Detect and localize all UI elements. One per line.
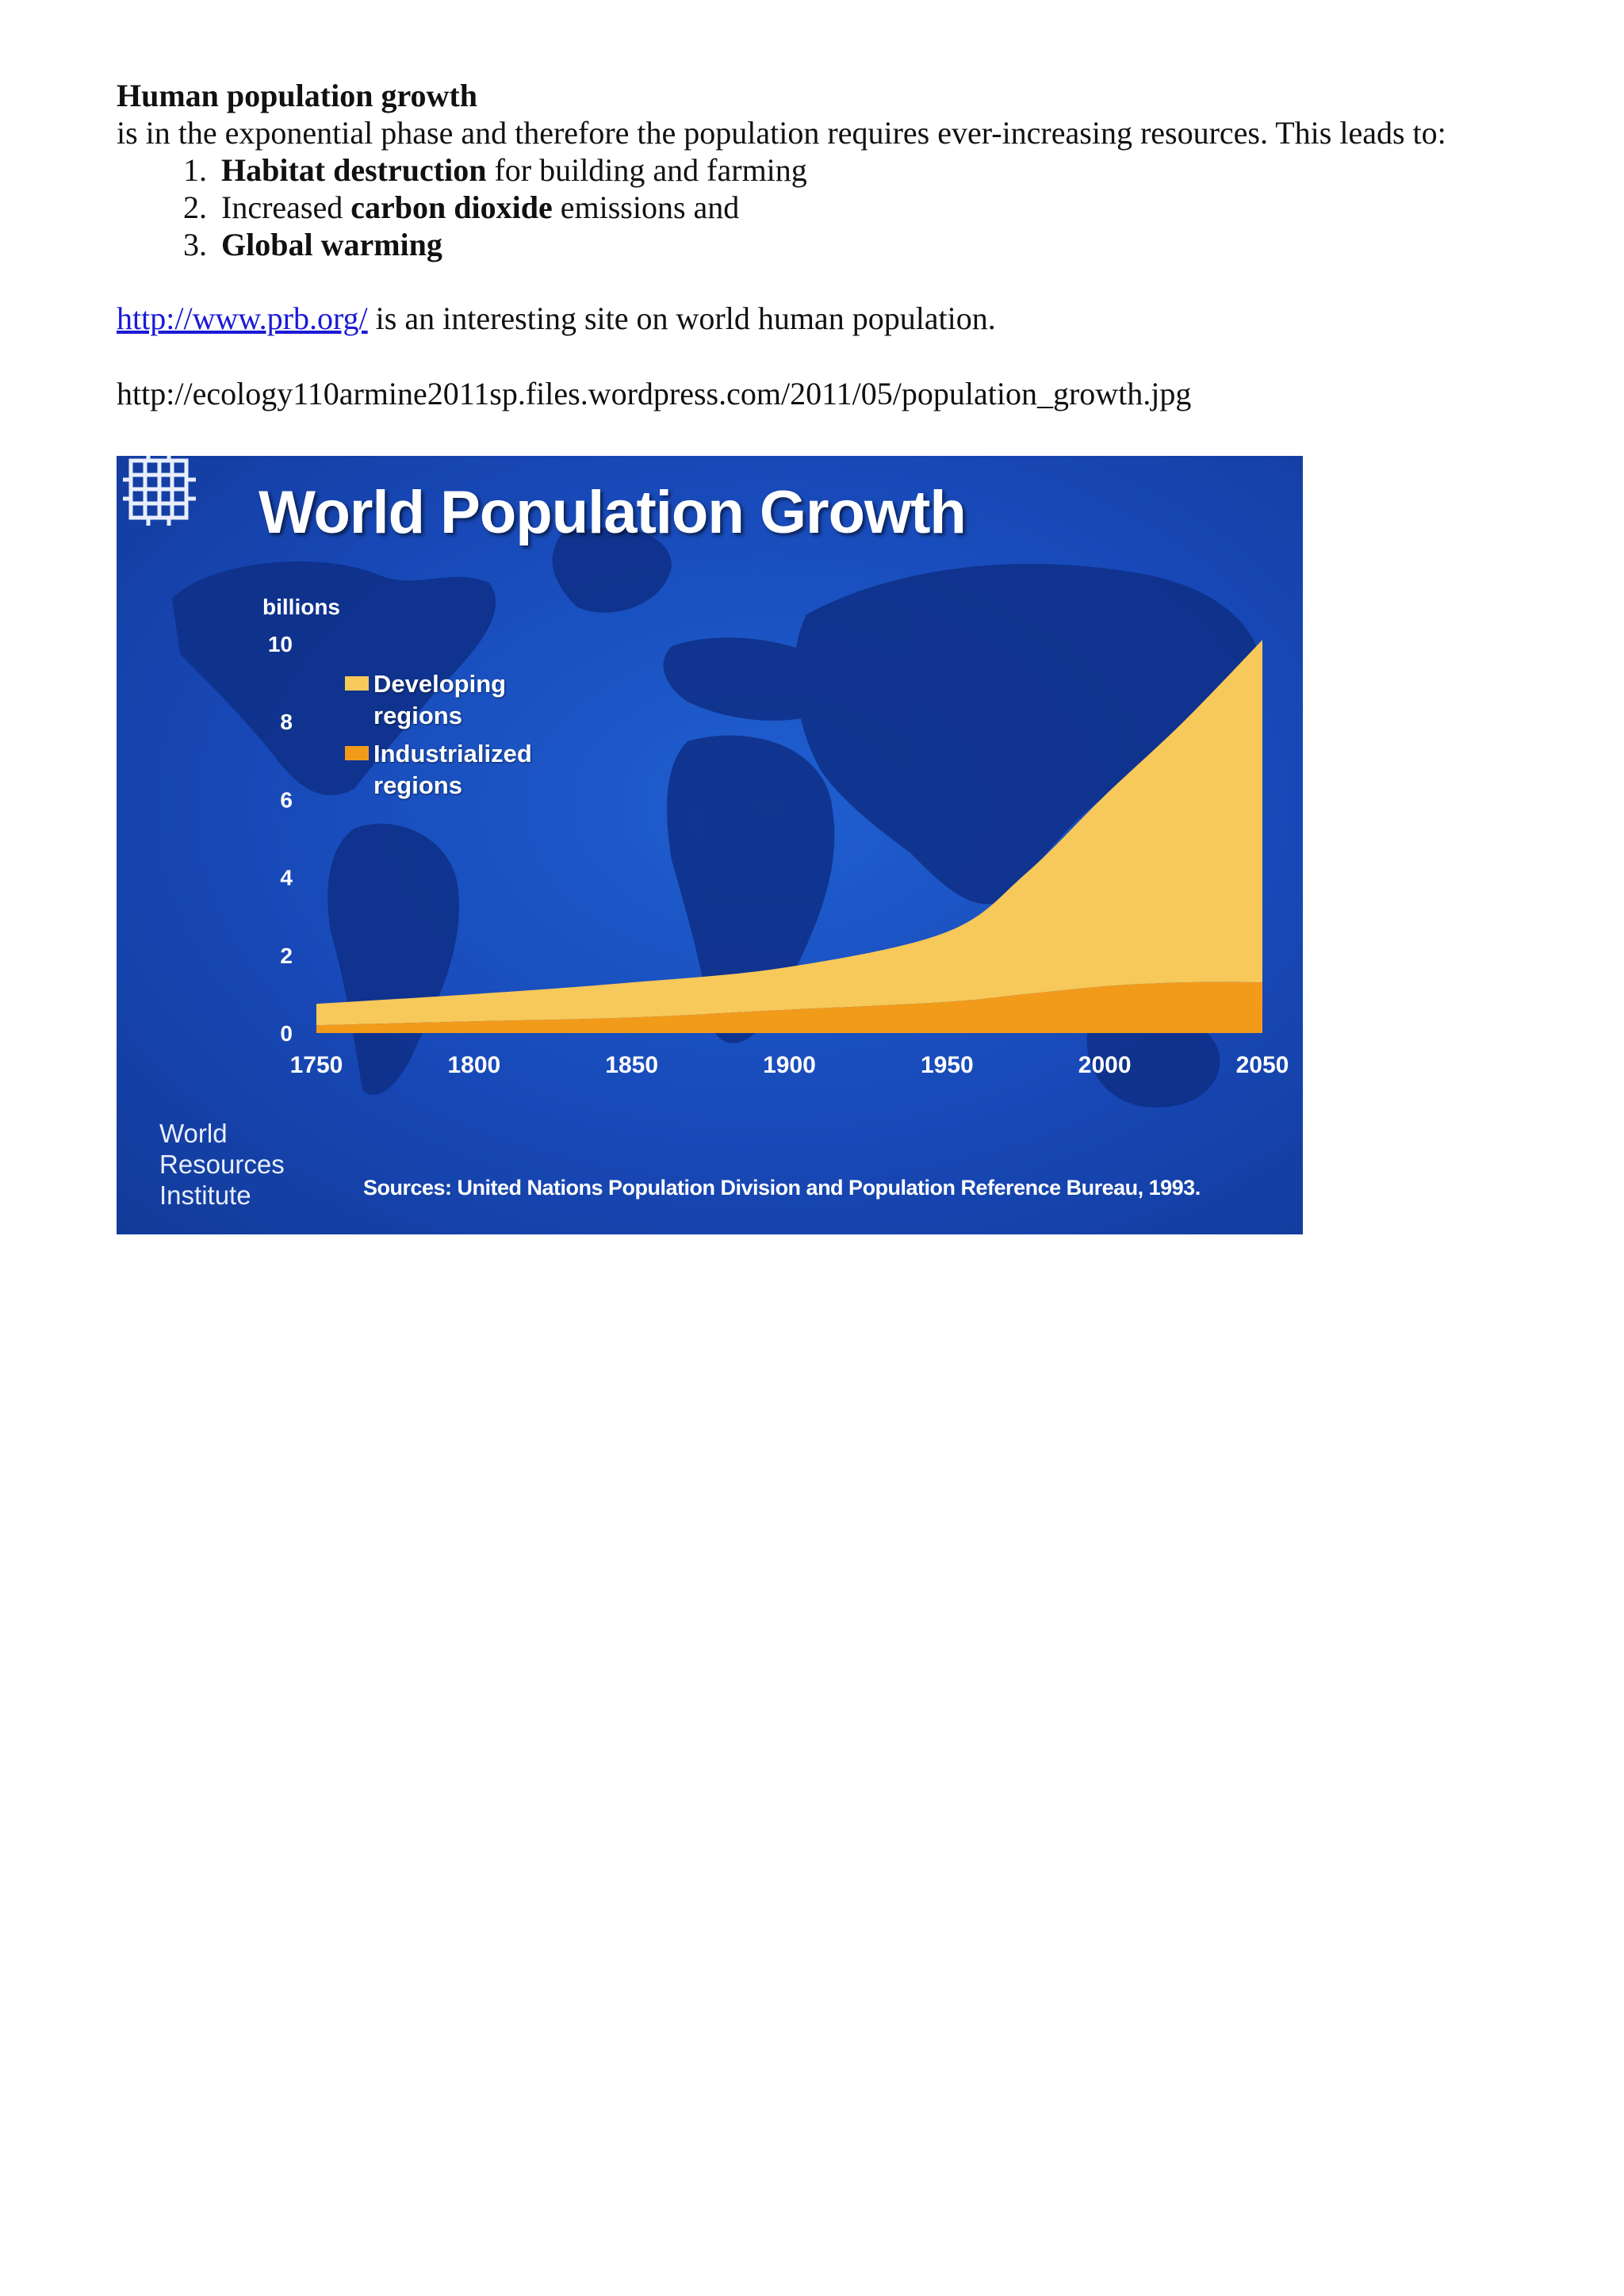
y-tick-label: 4 (280, 866, 293, 890)
population-chart-figure: billions 0 2 4 6 8 10 1750 1800 1850 1900 1950 2000 2… (117, 456, 1303, 1234)
chart-legend: Developing regions Industrialized region… (345, 668, 564, 802)
x-tick-label: 1850 (605, 1052, 658, 1078)
intro-paragraph: is in the exponential phase and therefor… (117, 115, 1446, 151)
consequences-list: Habitat destruction for building and far… (117, 151, 1544, 263)
list-item-bold: Global warming (221, 227, 442, 262)
wri-organization-name: World Resources Institute (159, 1118, 285, 1211)
y-tick-label: 2 (280, 943, 293, 968)
area-series-developing-regions (316, 640, 1262, 1026)
y-tick-label: 8 (280, 710, 293, 734)
y-tick-label: 10 (268, 632, 293, 656)
document-body: Human population growth is in the expone… (117, 78, 1544, 412)
prb-link-description: is an interesting site on world human po… (367, 300, 996, 336)
list-item: Increased carbon dioxide emissions and (215, 189, 1544, 226)
wri-name-line: Institute (159, 1181, 251, 1210)
prb-paragraph: http://www.prb.org/ is an interesting si… (117, 300, 1544, 337)
wri-name-line: Resources (159, 1150, 285, 1179)
legend-item-developing: Developing regions (345, 668, 564, 732)
legend-swatch-developing (345, 676, 369, 691)
x-tick-label: 2050 (1236, 1052, 1289, 1078)
wri-name-line: World (159, 1119, 228, 1148)
list-item-suffix: emissions and (552, 189, 740, 225)
chart-plot-area: billions 0 2 4 6 8 10 1750 1800 1850 1900 1950 2000 2… (262, 595, 1289, 1078)
world-map-background: billions 0 2 4 6 8 10 1750 1800 1850 1900 1950 2000 2… (172, 527, 1289, 1108)
y-tick-label: 6 (280, 787, 293, 812)
chart-source-note: Sources: United Nations Population Divis… (363, 1176, 1201, 1200)
list-item-bold: Habitat destruction (221, 152, 487, 188)
y-axis-label: billions (262, 595, 340, 619)
area-series-industrialized-regions (316, 982, 1262, 1033)
x-tick-label: 1800 (447, 1052, 500, 1078)
list-item-prefix: Increased (221, 189, 351, 225)
legend-label-developing: Developing regions (373, 670, 507, 729)
x-tick-label: 1950 (921, 1052, 974, 1078)
list-item: Habitat destruction for building and far… (215, 151, 1544, 189)
chart-title: World Population Growth (259, 479, 967, 546)
x-tick-label: 2000 (1078, 1052, 1132, 1078)
legend-item-industrialized: Industrialized regions (345, 738, 564, 802)
x-tick-label: 1750 (290, 1052, 343, 1078)
list-item: Global warming (215, 226, 1544, 263)
legend-swatch-industrialized (345, 746, 369, 760)
document-heading: Human population growth (117, 78, 477, 113)
list-item-suffix: for building and farming (486, 152, 807, 188)
x-tick-label: 1900 (763, 1052, 816, 1078)
prb-link[interactable]: http://www.prb.org/ (117, 300, 368, 336)
legend-label-industrialized: Industrialized regions (373, 740, 532, 799)
wri-knot-logo-icon (123, 456, 196, 526)
image-source-url: http://ecology110armine2011sp.files.word… (117, 376, 1192, 411)
list-item-bold: carbon dioxide (350, 189, 553, 225)
y-tick-label: 0 (280, 1021, 293, 1046)
